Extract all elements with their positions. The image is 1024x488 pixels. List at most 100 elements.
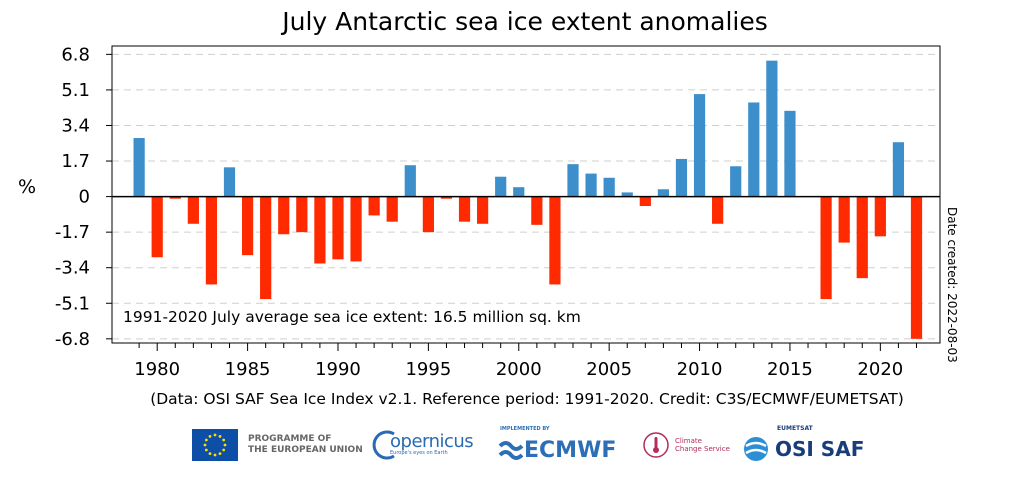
bar-2003 <box>567 164 579 197</box>
eu-star <box>204 448 208 452</box>
bar-1982 <box>187 196 199 224</box>
bar-1987 <box>278 196 290 235</box>
reference-annotation: 1991-2020 July average sea ice extent: 1… <box>123 308 581 326</box>
bar-2021 <box>892 142 905 197</box>
bar-2000 <box>513 187 525 197</box>
eu-star <box>208 452 212 456</box>
bar-1993 <box>386 196 398 222</box>
bar-1999 <box>495 176 507 197</box>
ecmwf-wave-icon <box>498 441 524 460</box>
x-tick-label: 2005 <box>586 359 632 380</box>
bar-1992 <box>368 196 380 216</box>
eu-star <box>218 452 222 456</box>
bar-2014 <box>766 60 778 197</box>
ecmwf-logo: IMPLEMENTED BY ECMWF <box>498 422 616 468</box>
bar-1989 <box>314 196 326 264</box>
c3s-wordmark: Climate Change Service <box>675 437 730 453</box>
bar-2011 <box>712 196 724 224</box>
eumetsat-label: EUMETSAT <box>777 425 813 432</box>
bar-2015 <box>784 110 796 197</box>
bar-2007 <box>639 196 651 207</box>
bar-2013 <box>748 102 760 197</box>
eu-star <box>213 453 217 457</box>
bar-2019 <box>856 196 868 279</box>
eu-star <box>223 443 227 447</box>
bar-2022 <box>910 196 923 339</box>
eu-star <box>208 434 212 438</box>
bar-1986 <box>260 196 272 300</box>
bar-2008 <box>657 189 670 197</box>
bar-1991 <box>350 196 362 262</box>
bar-1994 <box>404 165 416 197</box>
x-tick-label: 2015 <box>767 359 813 380</box>
osi-saf-wordmark: OSI SAF <box>775 437 865 461</box>
ecmwf-implemented-label: IMPLEMENTED BY <box>500 426 550 432</box>
copernicus-tagline: Europe's eyes on Earth <box>390 449 448 456</box>
copernicus-wordmark: opernicus <box>390 430 474 452</box>
y-tick-label: 5.1 <box>61 80 90 101</box>
y-tick-label: 0 <box>79 187 90 208</box>
eu-programme-label: PROGRAMME OF THE EUROPEAN UNION <box>248 434 363 455</box>
eu-star <box>222 448 226 452</box>
data-credit-caption: (Data: OSI SAF Sea Ice Index v2.1. Refer… <box>150 390 904 408</box>
c3s-logo: Climate Change Service <box>641 422 730 468</box>
y-tick-label: 3.4 <box>61 115 90 136</box>
bar-2009 <box>675 158 688 197</box>
y-tick-label: -1.7 <box>55 222 90 243</box>
eu-star <box>218 434 222 438</box>
bar-1980 <box>151 196 163 258</box>
x-tick-label: 2010 <box>677 359 723 380</box>
eu-programme-logo: PROGRAMME OF THE EUROPEAN UNION <box>192 422 363 468</box>
y-tick-label: -5.1 <box>55 293 90 314</box>
axes: 6.8 5.1 3.4 1.7 0 -1.7 -3.4 -5.1 -6.8 1980 1985 199… <box>55 44 941 380</box>
bar-1983 <box>205 196 218 285</box>
copernicus-logo: opernicus Europe's eyes on Earth <box>372 422 474 468</box>
eu-star <box>222 438 226 442</box>
bar-1995 <box>422 196 434 233</box>
bar-1985 <box>241 196 254 256</box>
x-tick-label: 2020 <box>857 359 903 380</box>
bar-2001 <box>531 196 543 225</box>
bar-1998 <box>477 196 489 224</box>
bar-1988 <box>296 196 308 233</box>
x-tick-label: 2000 <box>496 359 542 380</box>
chart-title: July Antarctic sea ice extent anomalies <box>280 7 768 36</box>
copernicus-c-icon <box>372 430 395 460</box>
bar-2017 <box>820 196 832 300</box>
bars <box>133 60 923 339</box>
bar-2012 <box>730 166 742 197</box>
osi-saf-logo: EUMETSAT OSI SAF <box>741 422 864 468</box>
bar-1996 <box>440 196 453 199</box>
bar-1990 <box>332 196 344 260</box>
x-tick-label: 1980 <box>134 359 180 380</box>
y-tick-label: 6.8 <box>61 44 90 65</box>
bar-2002 <box>549 196 561 285</box>
bar-1997 <box>458 196 471 222</box>
eu-star <box>204 438 208 442</box>
bar-2020 <box>874 196 886 237</box>
y-tick-label: 1.7 <box>61 151 90 172</box>
y-tick-label: -6.8 <box>55 329 90 350</box>
bar-2004 <box>585 173 597 197</box>
date-created-label: Date created: 2022-08-03 <box>945 207 959 363</box>
eu-star <box>213 433 217 437</box>
y-axis-label: % <box>18 176 36 198</box>
bar-1984 <box>223 167 236 197</box>
eu-star <box>203 443 207 447</box>
bar-2018 <box>838 196 850 243</box>
plot-frame <box>111 45 941 344</box>
bar-1981 <box>169 196 181 199</box>
bar-2005 <box>603 177 615 197</box>
x-tick-label: 1995 <box>405 359 451 380</box>
osi-globe-icon <box>744 437 768 461</box>
x-tick-label: 1985 <box>225 359 271 380</box>
bar-2006 <box>621 192 633 197</box>
logo-strip: PROGRAMME OF THE EUROPEAN UNION opernicu… <box>0 422 1024 472</box>
bar-2010 <box>693 94 706 197</box>
thermometer-icon <box>643 432 669 458</box>
x-tick-label: 1990 <box>315 359 361 380</box>
ecmwf-wordmark: ECMWF <box>524 437 617 463</box>
bar-1979 <box>133 138 145 197</box>
y-tick-label: -3.4 <box>55 258 90 279</box>
